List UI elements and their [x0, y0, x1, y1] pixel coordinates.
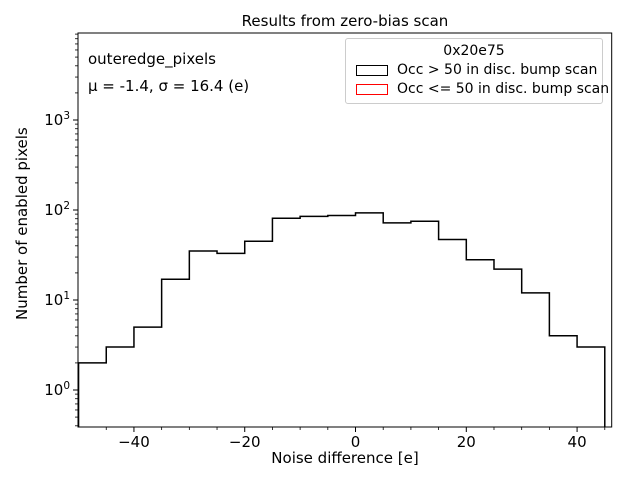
legend-item-occ-le-50: Occ <= 50 in disc. bump scan	[352, 80, 609, 99]
y-axis-label: Number of enabled pixels	[13, 127, 31, 320]
y-tick-label: 103	[44, 110, 70, 129]
x-tick-label: 20	[457, 433, 476, 451]
annotation-dataset-name: outeredge_pixels	[88, 50, 216, 68]
x-axis-label: Noise difference [e]	[271, 449, 419, 467]
annotation-mu-sigma: μ = -1.4, σ = 16.4 (e)	[88, 77, 250, 95]
y-tick-label: 100	[44, 380, 70, 399]
y-tick-label: 102	[44, 200, 70, 219]
legend-item-label: Occ > 50 in disc. bump scan	[397, 62, 598, 78]
legend-title: 0x20e75	[443, 43, 505, 59]
y-tick-label: 101	[44, 290, 70, 309]
legend: 0x20e75 Occ > 50 in disc. bump scan Occ …	[345, 38, 609, 104]
histogram-outline	[77, 212, 606, 427]
x-tick-label: 0	[351, 433, 361, 451]
legend-item-occ-gt-50: Occ > 50 in disc. bump scan	[352, 61, 598, 80]
red-histogram-swatch-icon	[356, 84, 388, 95]
x-tick-label: −40	[118, 433, 150, 451]
legend-item-label: Occ <= 50 in disc. bump scan	[397, 81, 610, 97]
black-histogram-swatch-icon	[356, 65, 388, 76]
x-tick-label: 40	[568, 433, 587, 451]
chart-title: Results from zero-bias scan	[241, 12, 449, 30]
x-tick-label: −20	[229, 433, 261, 451]
